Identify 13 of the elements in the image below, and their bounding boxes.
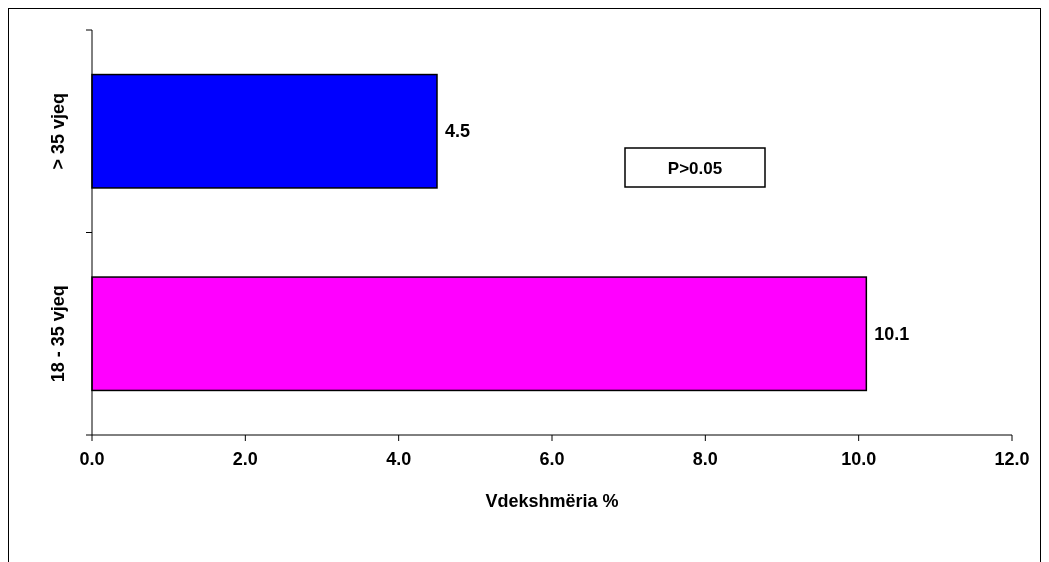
annotation: P>0.05 [667, 158, 723, 178]
y-tick-label: 18 - 35 vjeq [48, 285, 68, 383]
y-tick-label: > 35 vjeq [48, 92, 68, 170]
x-tick-label: 12.0 [994, 449, 1030, 469]
data-label: 4.5 [445, 121, 471, 142]
x-tick-label: 2.0 [232, 449, 258, 469]
x-tick-label: 8.0 [692, 449, 718, 469]
x-tick-label: 4.0 [386, 449, 412, 469]
data-label: 10.1 [874, 323, 910, 344]
x-tick-label: 0.0 [79, 449, 105, 469]
x-tick-label: 10.0 [841, 449, 877, 469]
x-tick-label: 6.0 [539, 449, 565, 469]
x-axis-title: Vdekshmëria % [485, 491, 619, 511]
